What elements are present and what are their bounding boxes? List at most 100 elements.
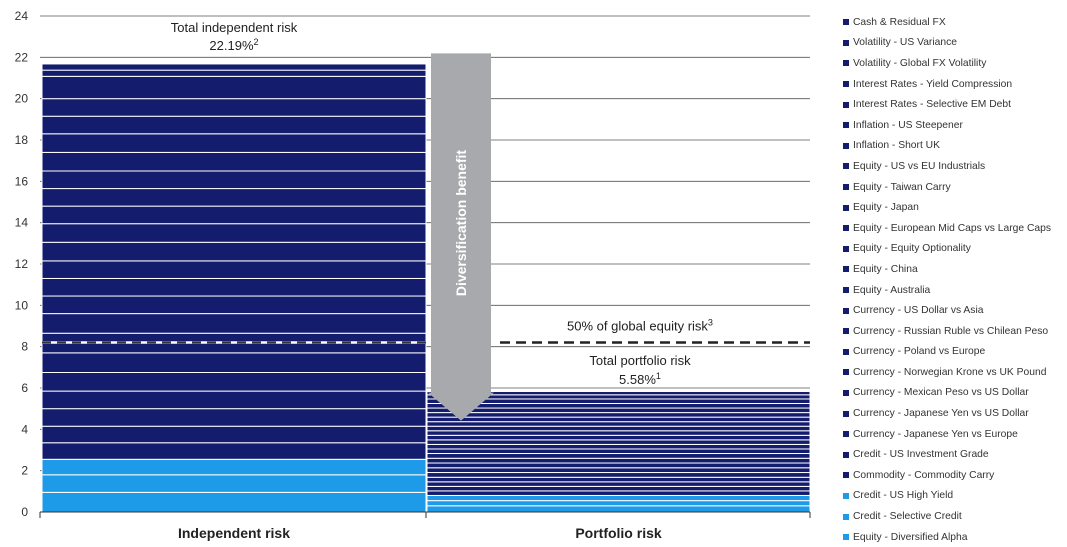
- legend-label: Currency - US Dollar vs Asia: [853, 305, 984, 317]
- legend-label: Equity - Japan: [853, 202, 919, 214]
- x-category-label: Portfolio risk: [575, 525, 662, 541]
- legend-swatch: [843, 39, 849, 46]
- bar-segment: [426, 421, 811, 427]
- legend-label: Equity - Diversified Alpha: [853, 531, 968, 543]
- legend-swatch: [843, 348, 849, 355]
- bar-segment: [426, 453, 811, 459]
- bar-segment: [426, 403, 811, 409]
- diversification-arrow: Diversification benefit: [428, 53, 494, 421]
- bar-segment: [41, 151, 427, 172]
- y-tick-label: 6: [21, 381, 28, 395]
- bar-segment: [41, 260, 427, 279]
- bar-segment: [41, 69, 427, 77]
- bar-segment: [426, 462, 811, 469]
- legend-item: Interest Rates - Yield Compression: [843, 74, 1067, 95]
- bar-segment: [41, 458, 427, 476]
- legend-label: Equity - Taiwan Carry: [853, 181, 951, 193]
- legend-swatch: [843, 307, 849, 314]
- bar-segment: [41, 98, 427, 117]
- legend-label: Inflation - US Steepener: [853, 119, 963, 131]
- stacked-bars: [41, 63, 811, 513]
- legend-item: Commodity - Commodity Carry: [843, 465, 1067, 486]
- legend-swatch: [843, 142, 849, 149]
- legend-swatch: [843, 492, 849, 499]
- y-tick-label: 4: [21, 422, 28, 436]
- legend-label: Inflation - Short UK: [853, 140, 940, 152]
- bar-segment: [41, 372, 427, 392]
- legend-swatch: [843, 451, 849, 458]
- legend-label: Equity - Australia: [853, 284, 931, 296]
- bar-segment: [41, 352, 427, 374]
- legend-label: Currency - Japanese Yen vs Europe: [853, 428, 1018, 440]
- legend-label: Equity - Equity Optionality: [853, 243, 971, 255]
- bar-segment: [41, 63, 427, 71]
- bar-segment: [41, 223, 427, 243]
- bar-segment: [426, 505, 811, 513]
- bar-segment: [426, 412, 811, 418]
- y-tick-label: 22: [15, 50, 29, 64]
- y-tick-label: 0: [21, 505, 28, 519]
- legend-swatch: [843, 410, 849, 417]
- bar-segment: [426, 476, 811, 483]
- legend-swatch: [843, 101, 849, 108]
- y-tick-label: 16: [15, 174, 29, 188]
- legend-swatch: [843, 60, 849, 67]
- legend-item: Equity - Diversified Alpha: [843, 527, 1067, 547]
- legend-swatch: [843, 389, 849, 396]
- y-tick-label: 20: [15, 92, 29, 106]
- legend-label: Equity - US vs EU Industrials: [853, 160, 986, 172]
- legend-label: Currency - Japanese Yen vs US Dollar: [853, 408, 1029, 420]
- legend-label: Commodity - Commodity Carry: [853, 469, 995, 481]
- legend-swatch: [843, 328, 849, 335]
- legend-label: Currency - Norwegian Krone vs UK Pound: [853, 366, 1047, 378]
- legend-label: Currency - Russian Ruble vs Chilean Peso: [853, 325, 1049, 337]
- bar-segment: [41, 241, 427, 262]
- legend-item: Equity - US vs EU Industrials: [843, 156, 1067, 177]
- legend-item: Currency - Poland vs Europe: [843, 342, 1067, 363]
- bar-segment: [41, 205, 427, 225]
- bar-segment: [41, 277, 427, 297]
- legend-item: Equity - Taiwan Carry: [843, 177, 1067, 198]
- y-tick-label: 24: [15, 9, 29, 23]
- legend-label: Interest Rates - Yield Compression: [853, 78, 1013, 90]
- bar-segment: [426, 485, 811, 492]
- legend-item: Volatility - Global FX Volatility: [843, 53, 1067, 74]
- x-category-label: Independent risk: [178, 525, 290, 541]
- diversification-arrow-shape: [428, 53, 494, 421]
- legend-item: Equity - Australia: [843, 280, 1067, 301]
- legend-item: Currency - US Dollar vs Asia: [843, 300, 1067, 321]
- bar-segment: [426, 472, 811, 478]
- legend-swatch: [843, 369, 849, 376]
- y-tick-label: 14: [15, 216, 29, 230]
- bar-segment: [41, 390, 427, 410]
- legend-item: Cash & Residual FX: [843, 12, 1067, 33]
- legend: Cash & Residual FX Volatility - US Varian…: [843, 12, 1067, 547]
- legend-label: Volatility - Global FX Volatility: [853, 57, 987, 69]
- total-independent-risk-label: Total independent risk: [171, 20, 298, 35]
- y-tick-label: 10: [15, 298, 29, 312]
- legend-label: Credit - US High Yield: [853, 490, 954, 502]
- bar-segment: [426, 494, 811, 502]
- legend-swatch: [843, 122, 849, 129]
- legend-swatch: [843, 81, 849, 88]
- y-tick-label: 2: [21, 464, 28, 478]
- legend-label: Volatility - US Variance: [853, 37, 957, 49]
- legend-item: Equity - European Mid Caps vs Large Caps: [843, 218, 1067, 239]
- bar-segment: [41, 170, 427, 190]
- legend-label: Interest Rates - Selective EM Debt: [853, 99, 1011, 111]
- y-tick-label: 8: [21, 340, 28, 354]
- legend-item: Currency - Russian Ruble vs Chilean Peso: [843, 321, 1067, 342]
- total-independent-risk-value: 22.19%2: [209, 37, 258, 53]
- bar-segment: [426, 443, 811, 450]
- bar-segment: [426, 407, 811, 414]
- bar-segment: [426, 448, 811, 455]
- legend-swatch: [843, 431, 849, 438]
- legend-swatch: [843, 204, 849, 211]
- bar-segment: [41, 313, 427, 334]
- bar-segment: [41, 75, 427, 100]
- legend-swatch: [843, 245, 849, 252]
- bar-segment: [426, 467, 811, 474]
- bar-segment: [41, 408, 427, 427]
- annotations: Total independent risk 22.19%2 50% of glob…: [171, 20, 713, 387]
